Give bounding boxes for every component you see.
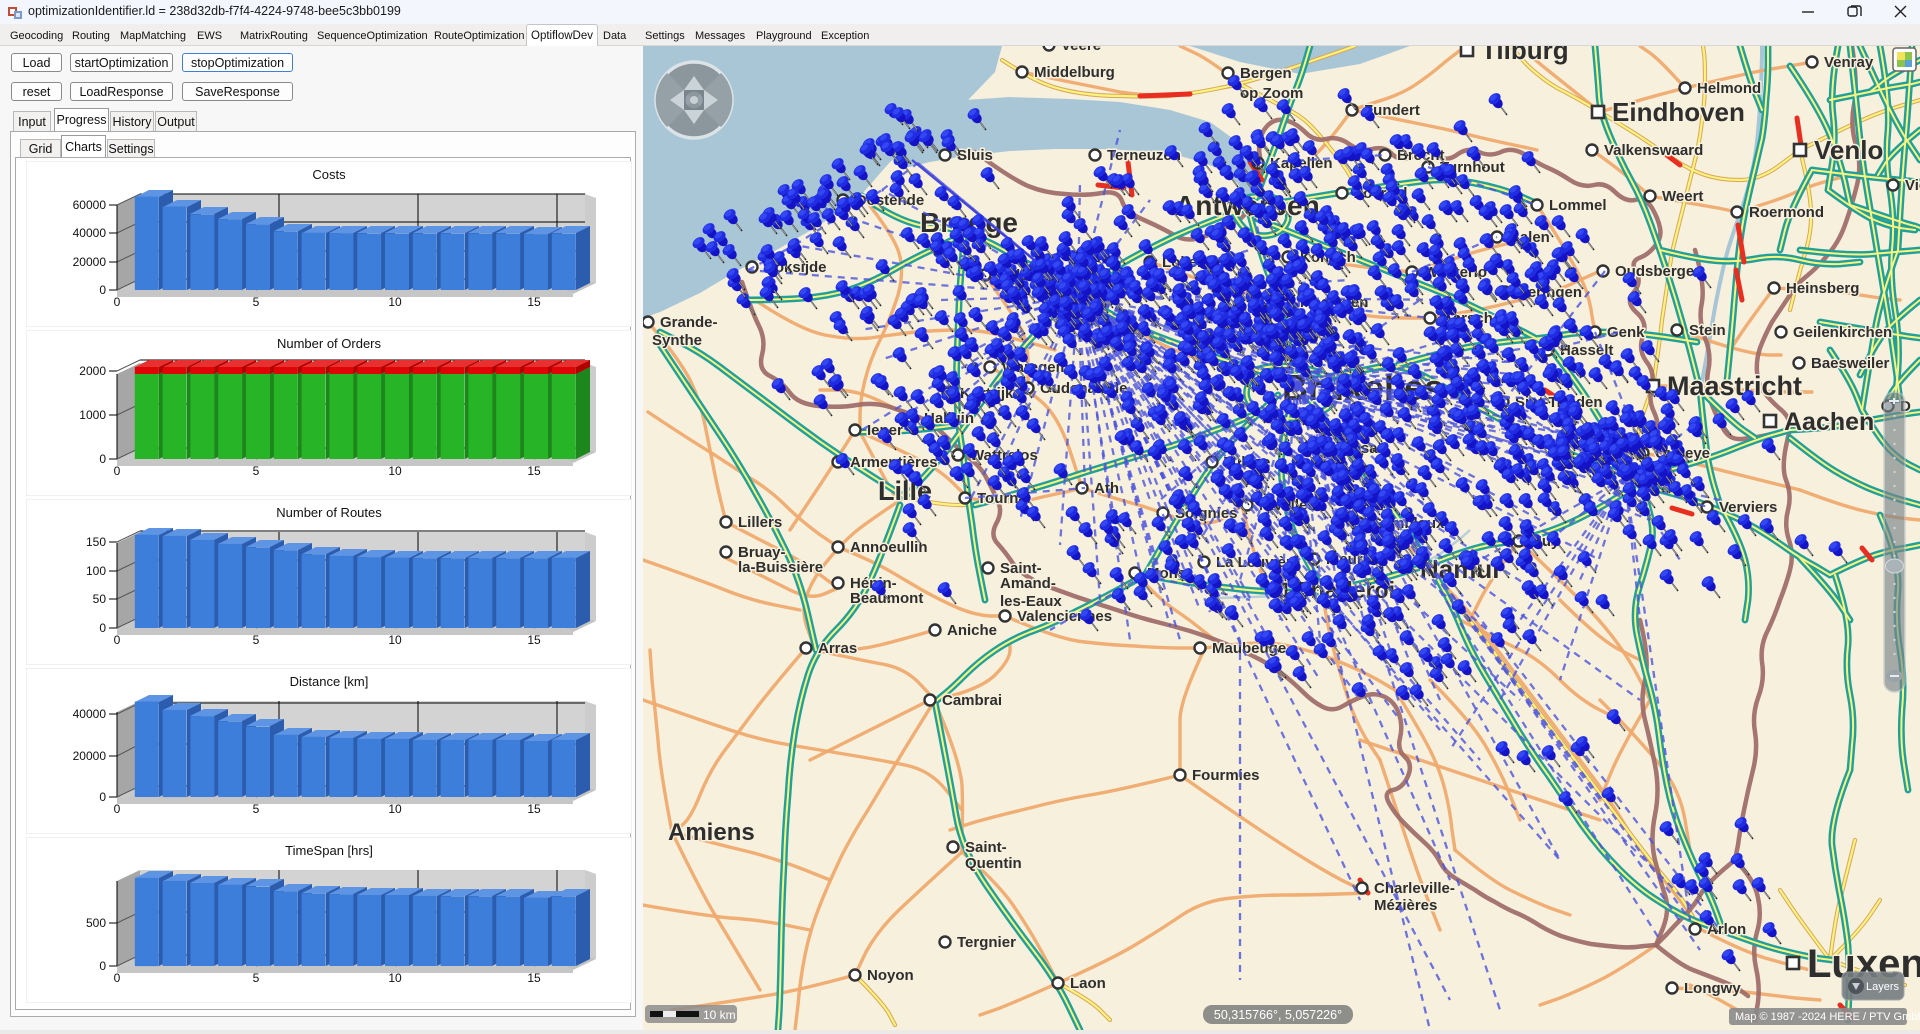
svg-text:10: 10 [388,464,402,478]
svg-text:20000: 20000 [73,749,107,763]
svg-text:Amiens: Amiens [668,819,755,846]
svg-text:10: 10 [388,295,402,309]
svg-text:TimeSpan [hrs]: TimeSpan [hrs] [285,843,373,858]
svg-text:15: 15 [527,295,541,309]
svg-text:500: 500 [86,916,106,930]
svg-text:15: 15 [527,464,541,478]
svg-text:op Zoom: op Zoom [1240,85,1303,102]
svg-text:0: 0 [99,283,106,297]
svg-text:Eindhoven: Eindhoven [1612,97,1745,127]
svg-text:Veere: Veere [1061,46,1101,54]
svg-text:Tilburg: Tilburg [1481,46,1569,65]
svg-text:10: 10 [388,971,402,985]
svg-text:Stein: Stein [1689,322,1726,339]
svg-text:Geilenkirchen: Geilenkirchen [1793,324,1892,341]
svg-text:Heinsberg: Heinsberg [1786,280,1859,297]
svg-text:Venray: Venray [1824,54,1874,71]
svg-text:Venlo: Venlo [1814,135,1883,165]
svg-text:Map © 1987 -2024 HERE / PTV Gm: Map © 1987 -2024 HERE / PTV GmbH [1735,1011,1920,1023]
svg-text:0: 0 [114,464,121,478]
svg-text:Sluis: Sluis [957,147,993,164]
svg-text:Saint-: Saint- [965,839,1007,856]
svg-text:Mézières: Mézières [1374,897,1437,914]
svg-text:10 km: 10 km [703,1008,736,1022]
svg-text:Tergnier: Tergnier [957,934,1016,951]
svg-text:Laon: Laon [1070,975,1106,992]
svg-text:0: 0 [99,452,106,466]
svg-text:Amand-: Amand- [1000,575,1056,592]
svg-text:les-Eaux: les-Eaux [1000,593,1062,610]
svg-text:Zundert: Zundert [1364,102,1420,119]
svg-text:0: 0 [114,633,121,647]
svg-text:15: 15 [527,633,541,647]
svg-text:Distance [km]: Distance [km] [290,674,369,689]
svg-text:Vierse: Vierse [1905,177,1920,194]
svg-text:Lillers: Lillers [738,514,782,531]
svg-text:Longwy: Longwy [1684,980,1741,997]
svg-text:Maubeuge: Maubeuge [1212,640,1286,657]
svg-text:Saint-: Saint- [1000,560,1042,577]
svg-text:Roermond: Roermond [1749,204,1824,221]
svg-text:Maastricht: Maastricht [1667,371,1802,401]
svg-text:50,315766°, 5,057226°: 50,315766°, 5,057226° [1214,1008,1342,1022]
svg-text:60000: 60000 [73,198,107,212]
svg-text:2000: 2000 [79,364,106,378]
svg-text:20000: 20000 [73,255,107,269]
svg-text:Aachen: Aachen [1784,408,1874,436]
svg-text:Aniche: Aniche [947,622,997,639]
svg-text:Costs: Costs [312,167,346,182]
svg-text:0: 0 [99,790,106,804]
svg-text:1000: 1000 [79,408,106,422]
svg-text:Weert: Weert [1662,188,1703,205]
svg-text:10: 10 [388,633,402,647]
svg-text:5: 5 [253,633,260,647]
svg-text:10: 10 [388,802,402,816]
svg-text:0: 0 [99,959,106,973]
svg-text:Lommel: Lommel [1549,197,1607,214]
svg-text:Cambrai: Cambrai [942,692,1002,709]
svg-text:100: 100 [86,564,106,578]
svg-text:Verviers: Verviers [1719,499,1777,516]
svg-text:50: 50 [93,592,107,606]
svg-text:15: 15 [527,802,541,816]
svg-text:la-Buissière: la-Buissière [738,559,823,576]
svg-text:Terneuzen: Terneuzen [1107,147,1181,164]
svg-text:Charleville-: Charleville- [1374,880,1455,897]
svg-text:40000: 40000 [73,226,107,240]
svg-text:5: 5 [253,971,260,985]
svg-text:Middelburg: Middelburg [1034,64,1115,81]
svg-text:0: 0 [99,621,106,635]
svg-text:Noyon: Noyon [867,967,914,984]
svg-text:5: 5 [253,802,260,816]
svg-text:Ath: Ath [1094,480,1119,497]
svg-text:Arras: Arras [818,640,857,657]
svg-text:Synthe: Synthe [652,332,702,349]
svg-text:0: 0 [114,295,121,309]
svg-text:Quentin: Quentin [965,855,1022,872]
svg-text:15: 15 [527,971,541,985]
svg-text:0: 0 [114,971,121,985]
svg-text:Layers: Layers [1866,981,1900,993]
svg-text:5: 5 [253,295,260,309]
svg-text:Valkenswaard: Valkenswaard [1604,142,1703,159]
svg-text:5: 5 [253,464,260,478]
svg-text:Helmond: Helmond [1697,80,1761,97]
svg-text:Number of Orders: Number of Orders [277,336,382,351]
svg-text:Arlon: Arlon [1707,921,1746,938]
svg-text:0: 0 [114,802,121,816]
svg-text:Number of Routes: Number of Routes [276,505,382,520]
svg-text:Baesweiler: Baesweiler [1811,355,1890,372]
svg-text:Bruay-: Bruay- [738,544,786,561]
svg-text:40000: 40000 [73,707,107,721]
svg-text:Genk: Genk [1607,324,1645,341]
svg-text:150: 150 [86,535,106,549]
svg-text:Bergen: Bergen [1240,65,1292,82]
svg-text:Beringen: Beringen [1517,284,1582,301]
svg-text:Annoeullin: Annoeullin [850,539,928,556]
svg-text:Oudsbergen: Oudsbergen [1615,263,1703,280]
svg-text:Fourmies: Fourmies [1192,767,1260,784]
svg-text:Grande-: Grande- [660,314,718,331]
